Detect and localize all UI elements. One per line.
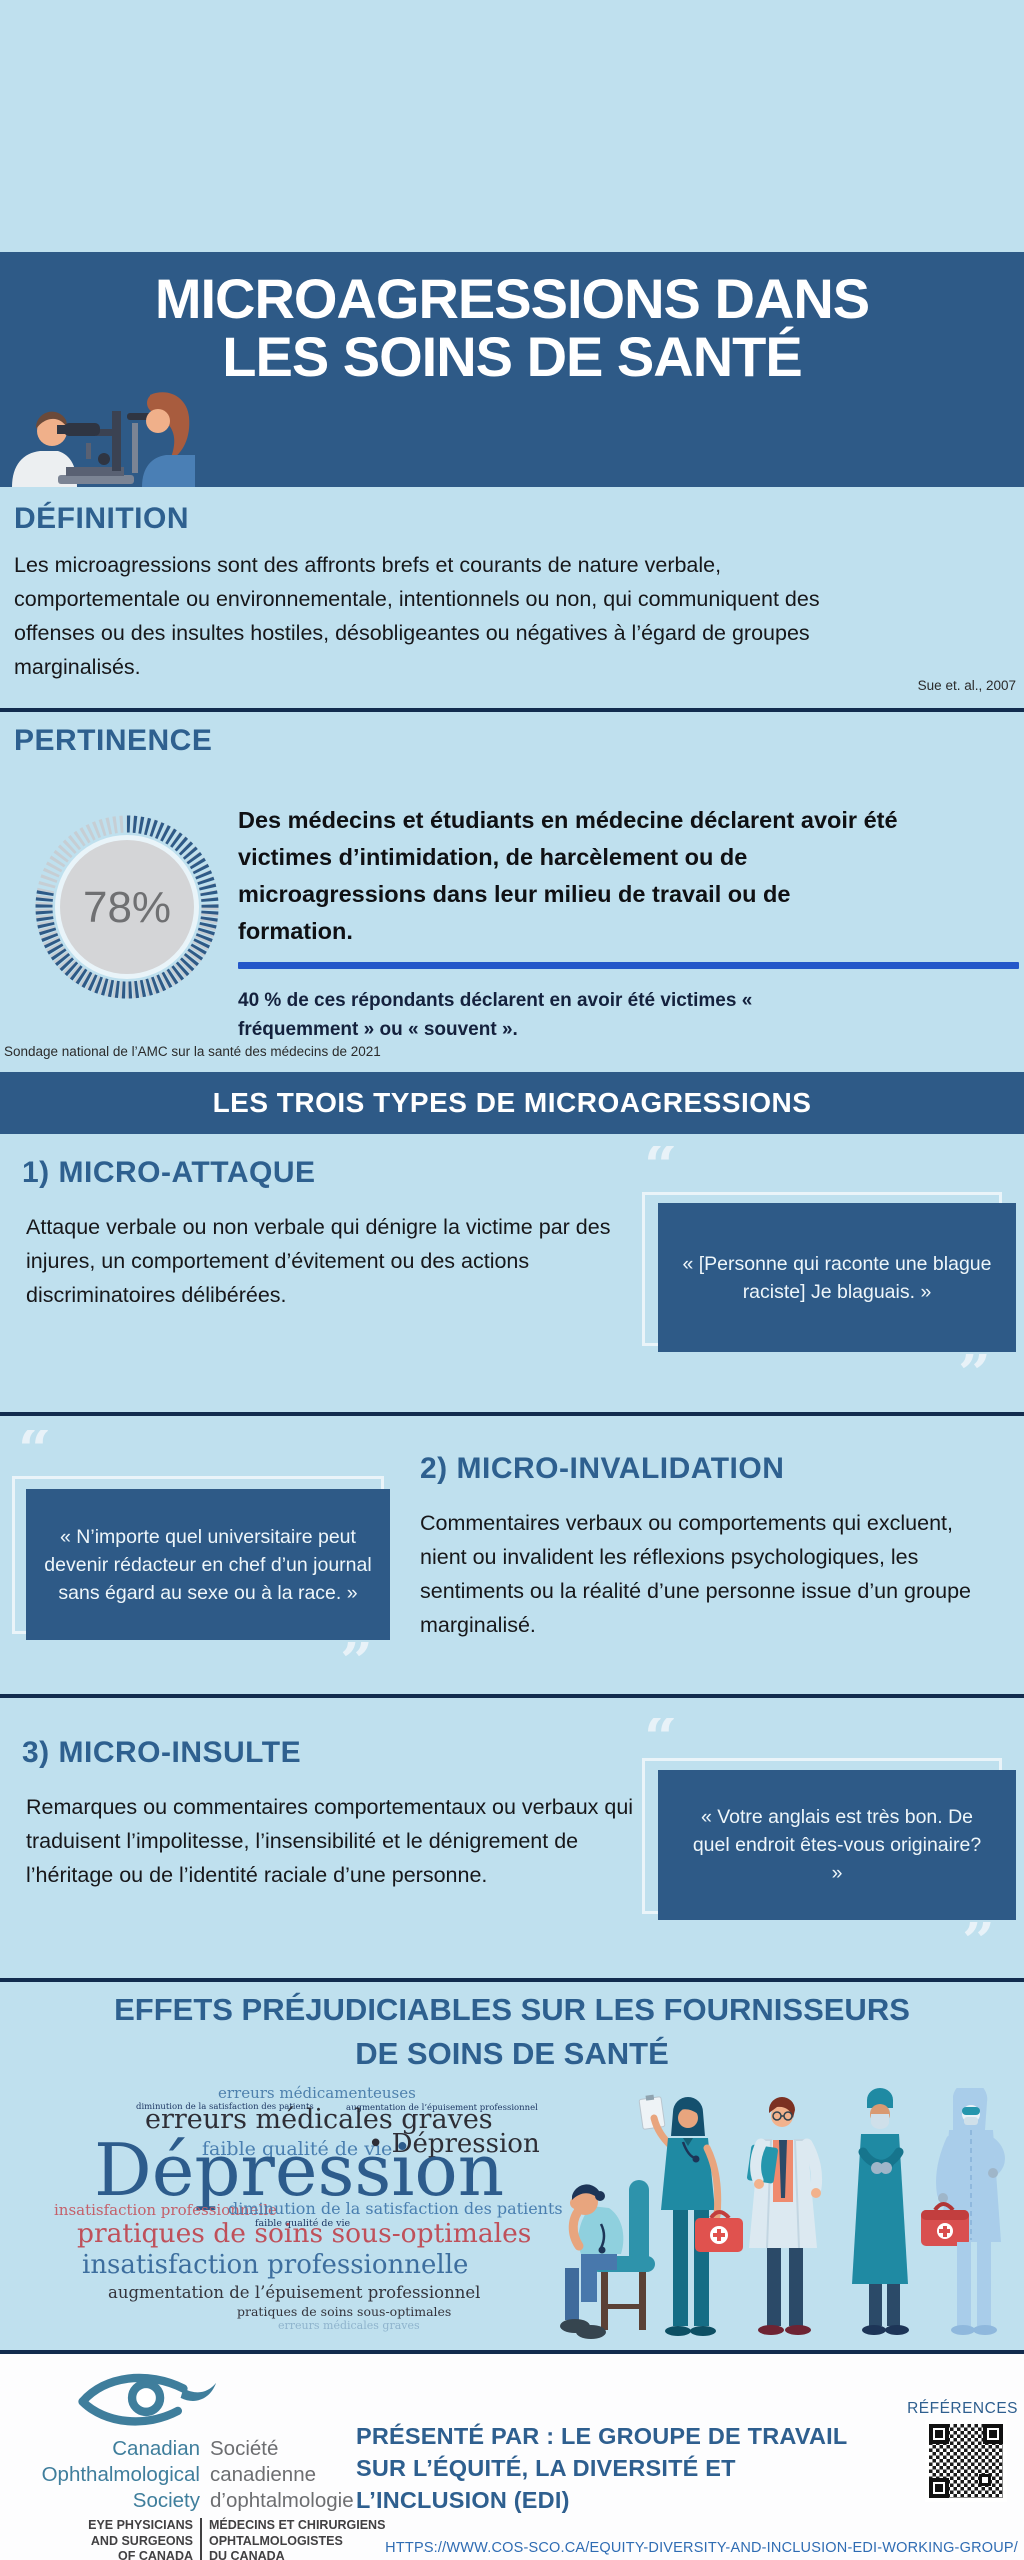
- qr-finder-icon: [929, 2424, 949, 2444]
- page-title-line1: MICROAGRESSIONS DANS: [154, 267, 870, 330]
- type2-body: Commentaires verbaux ou comportements qu…: [420, 1511, 972, 1637]
- org-sub-fr-line: OPHTALMOLOGISTES: [209, 2533, 343, 2548]
- quote-card-box: « N’importe quel universitaire peut deve…: [26, 1489, 390, 1640]
- quote-card-box: « [Personne qui raconte une blague racis…: [658, 1203, 1016, 1352]
- word-cloud-term: • Dépression: [368, 2129, 540, 2159]
- word-cloud: erreurs médicamenteuses diminution de la …: [50, 2082, 563, 2344]
- cos-eye-logo-icon: [78, 2373, 217, 2426]
- org-sub-fr-line: DU CANADA: [209, 2549, 285, 2560]
- pertinence-substatement: 40 % de ces répondants déclarent en avoi…: [238, 990, 753, 1040]
- definition-body: Les microagressions sont des affronts br…: [14, 553, 820, 679]
- word-cloud-term: insatisfaction professionnelle: [54, 2201, 277, 2219]
- type1-heading: 1) MICRO-ATTAQUE: [22, 1156, 316, 1189]
- type3-heading: 3) MICRO-INSULTE: [22, 1736, 302, 1769]
- effects-heading-line1: EFFETS PRÉJUDICIABLES SUR LES FOURNISSEU…: [114, 1992, 910, 2027]
- pertinence-heading: PERTINENCE: [14, 724, 213, 757]
- word-cloud-term: augmentation de l’épuisement professionn…: [108, 2283, 481, 2302]
- section-divider: [0, 1694, 1024, 1698]
- word-cloud-term: erreurs médicales graves: [145, 2104, 493, 2135]
- word-cloud-term: faible qualité de vie: [202, 2138, 393, 2160]
- word-cloud-term: augmentation de l’épuisement professionn…: [346, 2103, 538, 2113]
- type3-quote-card: “ « Votre anglais est très bon. De quel …: [640, 1718, 1024, 1968]
- presented-by-line: PRÉSENTÉ PAR : LE GROUPE DE TRAVAIL: [356, 2423, 848, 2449]
- word-cloud-term: insatisfaction professionnelle: [82, 2250, 469, 2280]
- definition-source: Sue et. al., 2007: [917, 678, 1016, 693]
- title-band: MICROAGRESSIONS DANS LES SOINS DE SANTÉ: [0, 252, 1024, 487]
- definition-heading: DÉFINITION: [14, 502, 189, 535]
- page-title: MICROAGRESSIONS DANS LES SOINS DE SANTÉ: [0, 270, 1024, 386]
- type1-quote-card: “ « [Personne qui raconte une blague rac…: [640, 1146, 1024, 1404]
- open-quote-icon: “: [644, 1718, 678, 1758]
- type3-quote-text: « Votre anglais est très bon. De quel en…: [692, 1806, 982, 1884]
- close-quote-icon: ”: [962, 1922, 996, 1962]
- type3-body: Remarques ou commentaires comportementau…: [26, 1795, 634, 1887]
- word-cloud-term: diminution de la satisfaction des patien…: [136, 2102, 314, 2112]
- org-name-fr-line: Société: [210, 2437, 279, 2460]
- close-quote-icon: ”: [958, 1354, 992, 1394]
- qr-modules: [929, 2424, 1003, 2498]
- org-sub-en-line: OF CANADA: [118, 2549, 193, 2560]
- type2-quote-text: « N’importe quel universitaire peut deve…: [44, 1525, 372, 1604]
- org-name-en-line: Society: [132, 2489, 200, 2512]
- page-title-line2: LES SOINS DE SANTÉ: [222, 325, 802, 388]
- org-name-en-line: Ophthalmological: [41, 2463, 200, 2486]
- section-divider: [0, 708, 1024, 712]
- org-name-fr-line: d’ophtalmologie: [210, 2489, 354, 2512]
- effects-heading: EFFETS PRÉJUDICIABLES SUR LES FOURNISSEU…: [0, 1988, 1024, 2076]
- org-name-en-line: Canadian: [112, 2437, 200, 2460]
- footer-divider: [0, 2350, 1024, 2354]
- type1-body: Attaque verbale ou non verbale qui dénig…: [26, 1215, 611, 1307]
- pertinence-statement: Des médecins et étudiants en médecine dé…: [238, 807, 898, 944]
- blue-rule: [238, 962, 1019, 969]
- word-cloud-term: pratiques de soins sous-optimales: [237, 2304, 452, 2319]
- types-band: LES TROIS TYPES DE MICROAGRESSIONS: [0, 1072, 1024, 1134]
- org-sub-en-line: EYE PHYSICIANS: [88, 2518, 193, 2532]
- qr-finder-icon: [929, 2478, 949, 2498]
- org-name-block: Canadian Société Ophthalmological canadi…: [30, 2436, 385, 2560]
- presented-by: PRÉSENTÉ PAR : LE GROUPE DE TRAVAIL SUR …: [356, 2420, 896, 2516]
- presented-by-line: SUR L’ÉQUITÉ, LA DIVERSITÉ ET: [356, 2455, 736, 2481]
- org-sub-en-line: AND SURGEONS: [90, 2533, 193, 2548]
- stat-gauge: 78%: [35, 815, 219, 999]
- type2-heading: 2) MICRO-INVALIDATION: [420, 1452, 785, 1485]
- healthcare-workers-illustration: [560, 2088, 1005, 2339]
- references-label: RÉFÉRENCES: [907, 2400, 1018, 2417]
- types-band-title: LES TROIS TYPES DE MICROAGRESSIONS: [212, 1087, 812, 1118]
- qr-finder-icon: [983, 2424, 1003, 2444]
- org-sub-fr-line: MÉDECINS ET CHIRURGIENS: [209, 2518, 386, 2532]
- word-cloud-term: Dépression: [94, 2128, 505, 2212]
- open-quote-icon: “: [644, 1146, 678, 1186]
- org-name-fr-line: canadienne: [210, 2463, 317, 2486]
- references-qr-code[interactable]: [925, 2420, 1007, 2502]
- eye-exam-illustration: [12, 392, 195, 487]
- open-quote-icon: “: [18, 1430, 52, 1470]
- word-cloud-term: erreurs médicamenteuses: [218, 2084, 416, 2102]
- close-quote-icon: ”: [340, 1642, 374, 1682]
- presented-by-line: L’INCLUSION (EDI): [356, 2487, 570, 2513]
- word-cloud-term: erreurs médicales graves: [278, 2319, 420, 2332]
- quote-card-box: « Votre anglais est très bon. De quel en…: [658, 1770, 1016, 1920]
- section-divider: [0, 1978, 1024, 1982]
- footer-url-link[interactable]: HTTPS://WWW.COS-SCO.CA/EQUITY-DIVERSITY-…: [385, 2540, 1018, 2556]
- qr-alignment-icon: [979, 2474, 991, 2486]
- effects-heading-line2: DE SOINS DE SANTÉ: [355, 2036, 669, 2071]
- footer: Canadian Société Ophthalmological canadi…: [0, 2354, 1024, 2560]
- word-cloud-term: pratiques de soins sous-optimales: [77, 2218, 532, 2249]
- section-divider: [0, 1412, 1024, 1416]
- stat-gauge-value: 78%: [83, 883, 171, 932]
- pertinence-source: Sondage national de l’AMC sur la santé d…: [4, 1044, 381, 1059]
- word-cloud-term: diminution de la satisfaction des patien…: [228, 2199, 563, 2218]
- word-cloud-term: faible qualité de vie: [255, 2218, 351, 2229]
- type2-quote-card: “ « N’importe quel universitaire peut de…: [8, 1430, 408, 1682]
- type1-quote-text: « [Personne qui raconte une blague racis…: [682, 1252, 992, 1303]
